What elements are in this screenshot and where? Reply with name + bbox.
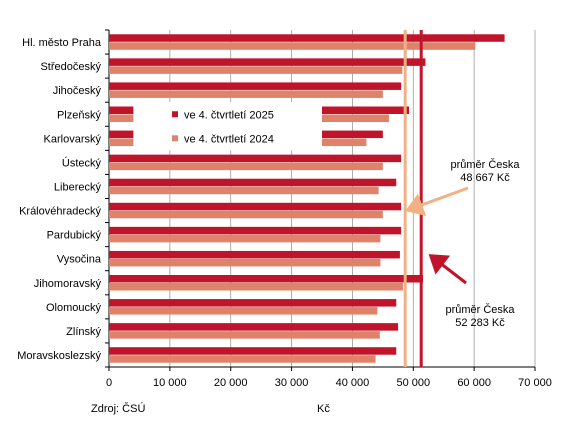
avg-label-2024-line2: 48 667 Kč: [460, 172, 510, 184]
bar-2025: [109, 58, 426, 66]
bar-2025: [109, 347, 397, 355]
bar-2024: [109, 42, 476, 50]
bar-2025: [109, 323, 399, 331]
category-label: Vysočina: [57, 254, 102, 266]
bar-2025: [109, 226, 402, 235]
x-tick-label: 70 000: [518, 377, 552, 389]
bar-2024: [109, 355, 376, 363]
category-label: Hl. město Praha: [22, 37, 102, 49]
bar-2024: [109, 283, 403, 291]
arrow-avg-2024: [405, 186, 469, 217]
bar-2025: [109, 299, 397, 307]
category-labels: Hl. město Praha Středočeský Jihočeský Plzeň…: [17, 37, 102, 362]
legend-label: ve 4. čtvrtletí 2024: [184, 133, 274, 145]
category-label: Jihomoravský: [34, 278, 102, 290]
bar-2024: [109, 66, 403, 74]
bar-2024: [109, 307, 378, 315]
bar-2025: [109, 250, 400, 259]
bar-2025: [109, 34, 505, 42]
category-label: Pardubický: [47, 230, 102, 242]
category-label: Olomoucký: [46, 302, 102, 314]
avg-label-2025-line2: 52 283 Kč: [455, 317, 505, 329]
category-label: Středočeský: [40, 61, 101, 73]
category-label: Ústecký: [62, 156, 102, 169]
legend-label: ve 4. čtvrtletí 2025: [184, 109, 274, 121]
x-tick-label: 30 000: [275, 377, 309, 389]
x-tick-label: 60 000: [457, 377, 491, 389]
category-label: Moravskoslezský: [17, 350, 101, 362]
avg-label-2025-line1: průměr Česka: [445, 303, 515, 316]
category-label: Karlovarský: [44, 133, 102, 145]
bar-2024: [109, 162, 383, 171]
bar-2024: [109, 210, 383, 219]
x-tick-labels: 0 10 000 20 000 30 000 40 000 50 000 60 000 70 …: [106, 377, 552, 389]
category-label: Plzeňský: [57, 109, 102, 121]
bar-2025: [109, 275, 424, 283]
x-tick-label: 10 000: [153, 377, 187, 389]
bar-2024: [109, 331, 380, 339]
x-tick-label: 20 000: [214, 377, 248, 389]
x-tick-label: 50 000: [396, 377, 430, 389]
bar-2025: [109, 202, 402, 211]
source-note: Zdroj: ČSÚ: [91, 402, 145, 415]
bar-2024: [109, 90, 383, 98]
x-tick-label: 40 000: [336, 377, 370, 389]
bar-2025: [109, 178, 397, 187]
bar-2025: [109, 82, 402, 90]
category-label: Královéhradecký: [19, 206, 101, 218]
annotation-arrows: [405, 186, 469, 285]
bar-2024: [109, 234, 381, 243]
arrow-avg-2025: [428, 254, 467, 285]
category-label: Zlínský: [66, 326, 101, 338]
bar-2025: [109, 154, 402, 163]
legend-marker: [172, 135, 178, 142]
legend-background: [133, 102, 322, 151]
legend: ve 4. čtvrtletí 2025 ve 4. čtvrtletí 2024: [133, 102, 322, 151]
x-axis-title: Kč: [317, 403, 330, 415]
x-tick-label: 0: [106, 377, 112, 389]
category-label: Jihočeský: [53, 85, 102, 97]
bar-2024: [109, 186, 379, 195]
bar-2024: [109, 258, 381, 267]
avg-label-2024-line1: průměr Česka: [450, 158, 520, 171]
bars-group: [109, 34, 505, 363]
legend-marker: [172, 111, 178, 118]
category-label: Liberecký: [54, 181, 102, 193]
